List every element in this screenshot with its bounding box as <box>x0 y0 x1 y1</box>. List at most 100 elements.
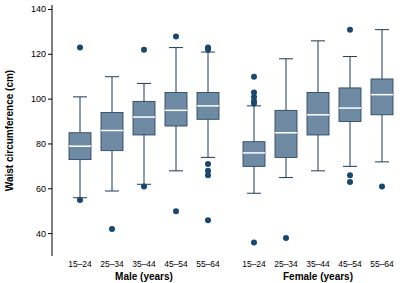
whisker-upper <box>350 57 351 88</box>
y-tick-label: 40 <box>36 229 46 239</box>
whisker-lower <box>208 119 209 157</box>
y-tick-label: 80 <box>36 139 46 149</box>
y-tick-label: 100 <box>31 94 46 104</box>
whisker-cap <box>137 83 151 84</box>
whisker-cap <box>105 191 119 192</box>
x-tick-label: 25–34 <box>100 259 124 269</box>
outlier <box>347 27 353 33</box>
whisker-upper <box>382 30 383 79</box>
whisker-cap <box>375 29 389 30</box>
group-label: Female (years) <box>283 271 353 282</box>
y-tick <box>48 188 52 189</box>
whisker-cap <box>105 76 119 77</box>
box <box>69 133 91 160</box>
box <box>275 110 297 157</box>
whisker-cap <box>311 170 325 171</box>
median <box>165 110 187 112</box>
outlier <box>379 184 385 190</box>
median <box>133 116 155 118</box>
whisker-upper <box>286 59 287 111</box>
x-tick-label: 25–34 <box>274 259 298 269</box>
whisker-upper <box>208 52 209 92</box>
whisker-lower <box>144 135 145 184</box>
whisker-upper <box>144 83 145 101</box>
median <box>69 145 91 147</box>
box <box>165 92 187 126</box>
whisker-upper <box>254 106 255 142</box>
y-axis <box>52 5 53 256</box>
whisker-lower <box>112 151 113 191</box>
x-tick-label: 55–64 <box>370 259 394 269</box>
outlier <box>251 74 257 80</box>
whisker-cap <box>311 40 325 41</box>
box <box>101 113 123 151</box>
median <box>243 152 265 154</box>
y-tick <box>48 54 52 55</box>
outlier <box>77 197 83 203</box>
x-tick-label: 55–64 <box>196 259 220 269</box>
whisker-cap <box>375 161 389 162</box>
whisker-cap <box>279 58 293 59</box>
chart: 40 60 80 100 120 140 Waist circumference (cm) 1… <box>0 0 402 283</box>
outlier <box>173 208 179 214</box>
whisker-cap <box>247 193 261 194</box>
outlier <box>141 47 147 53</box>
x-tick-label: 15–24 <box>68 259 92 269</box>
median <box>339 107 361 109</box>
median <box>371 94 393 96</box>
whisker-cap <box>73 96 87 97</box>
box <box>133 101 155 135</box>
outlier <box>77 45 83 51</box>
y-tick <box>48 9 52 10</box>
whisker-lower <box>318 135 319 171</box>
y-tick-label: 120 <box>31 49 46 59</box>
box <box>371 79 393 115</box>
y-tick <box>48 143 52 144</box>
y-axis-title: Waist circumference (cm) <box>4 70 15 191</box>
whisker-cap <box>169 170 183 171</box>
whisker-upper <box>318 41 319 93</box>
y-tick-label: 140 <box>31 4 46 14</box>
outlier <box>251 101 257 107</box>
whisker-lower <box>254 166 255 193</box>
whisker-cap <box>343 56 357 57</box>
whisker-cap <box>279 177 293 178</box>
whisker-upper <box>112 77 113 113</box>
whisker-cap <box>169 47 183 48</box>
outlier <box>205 217 211 223</box>
outlier <box>205 172 211 178</box>
whisker-lower <box>382 115 383 162</box>
box <box>197 92 219 119</box>
outlier <box>251 240 257 246</box>
outlier <box>347 172 353 178</box>
median <box>307 114 329 116</box>
outlier <box>205 161 211 167</box>
outlier <box>205 47 211 53</box>
x-tick-label: 45–54 <box>164 259 188 269</box>
median <box>101 130 123 132</box>
whisker-lower <box>80 160 81 198</box>
whisker-lower <box>286 157 287 177</box>
box <box>307 92 329 135</box>
outlier <box>283 235 289 241</box>
outlier <box>347 179 353 185</box>
x-tick-label: 45–54 <box>338 259 362 269</box>
box <box>243 142 265 167</box>
outlier <box>109 226 115 232</box>
whisker-cap <box>343 166 357 167</box>
whisker-lower <box>350 122 351 167</box>
whisker-cap <box>201 157 215 158</box>
whisker-upper <box>80 97 81 133</box>
group-label: Male (years) <box>115 271 173 282</box>
median <box>197 105 219 107</box>
whisker-upper <box>176 48 177 93</box>
y-tick <box>48 99 52 100</box>
x-tick-label: 15–24 <box>242 259 266 269</box>
outlier <box>141 184 147 190</box>
y-tick <box>48 233 52 234</box>
y-tick-label: 60 <box>36 184 46 194</box>
x-tick-label: 35–44 <box>306 259 330 269</box>
box <box>339 88 361 122</box>
median <box>275 132 297 134</box>
x-tick-label: 35–44 <box>132 259 156 269</box>
